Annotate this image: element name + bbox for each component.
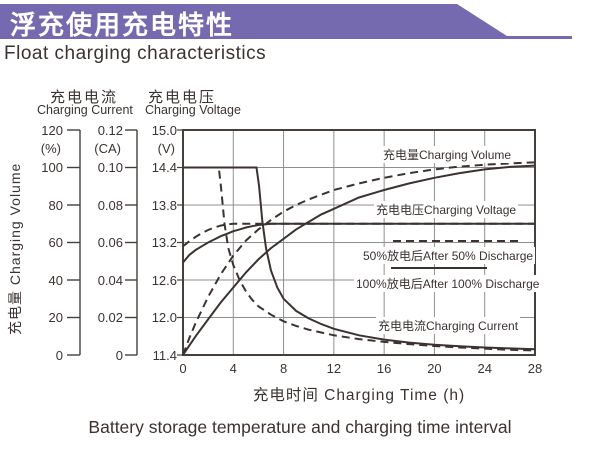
x-tick-label: 20: [427, 361, 442, 376]
x-tick-label: 4: [229, 361, 237, 376]
volume-tick-label: 120: [41, 122, 63, 138]
charging-voltage-after-50-discharge: [182, 222, 535, 247]
voltage-tick-label: 11.4: [152, 347, 177, 363]
page-title-en: Float charging characteristics: [4, 43, 267, 64]
volume-unit-label: (%): [40, 140, 61, 156]
current-unit-label: (CA): [94, 140, 121, 156]
x-axis-label: 充电时间 Charging Time (h): [252, 387, 466, 404]
volume-tick-label: 40: [48, 272, 63, 288]
current-tick-label: 0: [115, 347, 123, 363]
current-tick-label: 0.02: [97, 310, 123, 325]
charging-current-after-50-discharge: [183, 166, 536, 352]
voltage-axis-header-en: Charging Voltage: [145, 103, 241, 117]
voltage-tick-label: 12.0: [151, 310, 177, 325]
x-tick-label: 16: [376, 361, 392, 376]
curve-label-charging-volume: 充电量Charging Volume: [381, 146, 514, 163]
x-tick-label: 28: [527, 361, 543, 376]
voltage-unit-label: (V): [157, 140, 175, 156]
x-tick-label: 12: [326, 361, 342, 376]
current-axis-header-en: Charging Current: [37, 103, 133, 117]
current-tick-label: 0.06: [97, 235, 123, 250]
voltage-tick-label: 15.0: [151, 122, 177, 138]
current-tick-label: 0.12: [97, 122, 123, 138]
charging-volume-after-50-discharge: [182, 161, 536, 356]
footer-caption: Battery storage temperature and charging…: [88, 417, 512, 437]
volume-tick-label: 20: [48, 310, 63, 325]
curve-label-charging-current: 充电电流Charging Current: [376, 317, 521, 334]
charging-current-after-100-discharge: [183, 166, 536, 351]
volume-tick-label: 80: [48, 197, 63, 213]
voltage-tick-label: 13.2: [151, 235, 177, 250]
x-tick-label: 0: [179, 361, 187, 376]
x-tick-label: 24: [477, 361, 492, 376]
current-tick-label: 0.10: [97, 160, 123, 175]
volume-tick-label: 100: [41, 160, 63, 175]
voltage-axis-header-zh: 充电电压: [148, 89, 217, 106]
legend-label-after-100-discharge: 100%放电后After 100% Discharge: [354, 275, 542, 292]
current-tick-label: 0.08: [97, 197, 123, 213]
voltage-tick-label: 14.4: [151, 160, 177, 175]
volume-tick-label: 60: [48, 235, 63, 250]
legend-label-after-50-discharge: 50%放电后After 50% Discharge: [361, 247, 536, 264]
charging-volume-after-100-discharge: [182, 164, 536, 356]
curve-label-charging-voltage: 充电电压Charging Voltage: [374, 201, 519, 218]
current-tick-label: 0.04: [97, 272, 123, 288]
voltage-tick-label: 13.8: [151, 197, 177, 213]
voltage-tick-label: 12.6: [151, 272, 177, 288]
current-axis-header-zh: 充电电流: [50, 89, 119, 106]
x-tick-label: 8: [279, 361, 288, 376]
volume-tick-label: 0: [55, 347, 63, 363]
page-title-zh: 浮充使用充电特性: [10, 10, 235, 40]
